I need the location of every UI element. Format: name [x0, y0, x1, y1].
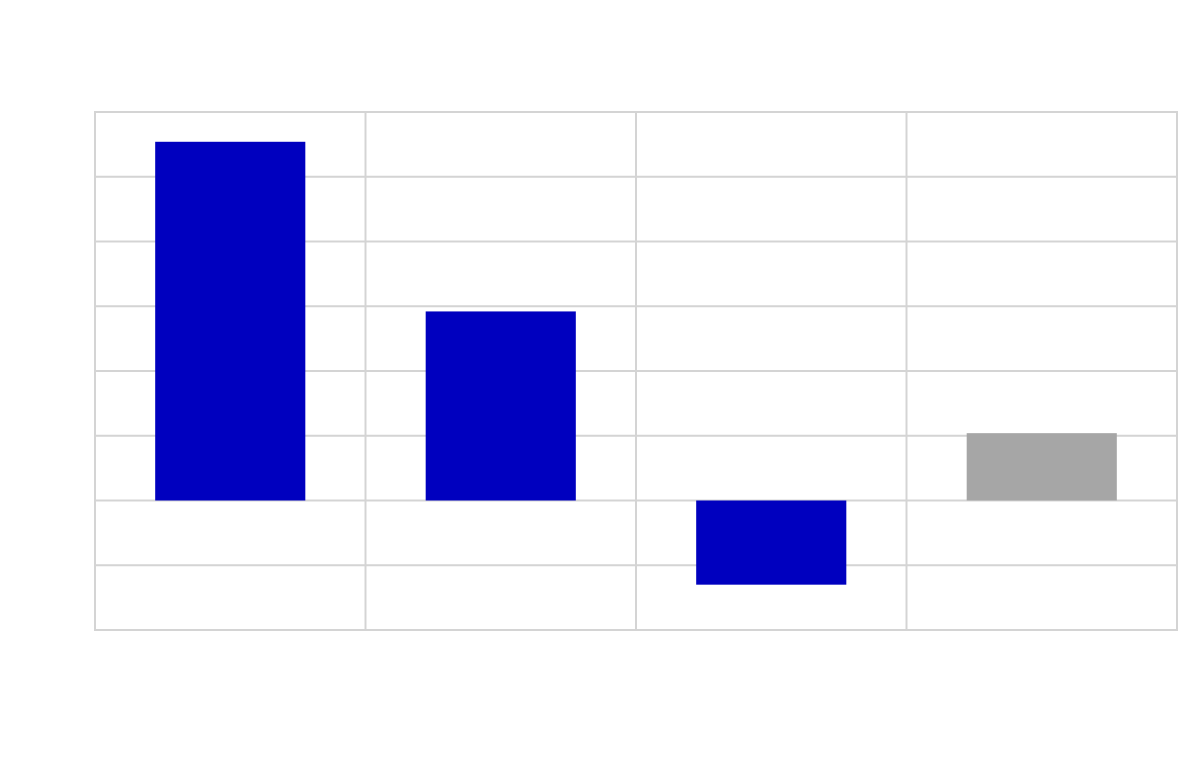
bar-2 — [425, 311, 576, 501]
bar-3 — [696, 500, 847, 585]
plot-area-border — [94, 111, 1178, 631]
bars — [155, 141, 1117, 585]
bar-4 — [966, 433, 1117, 501]
bar-1 — [155, 141, 306, 501]
